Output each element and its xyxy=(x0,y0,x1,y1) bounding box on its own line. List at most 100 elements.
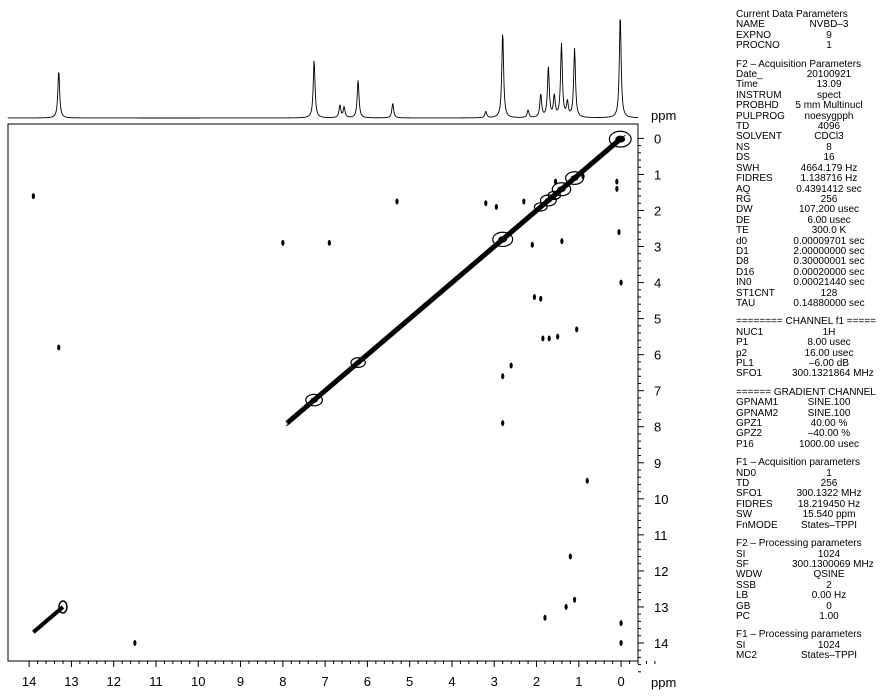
parameter-name: WDW xyxy=(736,569,763,581)
cross-peak xyxy=(564,603,568,610)
y-tick-label: 14 xyxy=(654,636,668,651)
parameter-row: D8 0.30000001 sec xyxy=(736,256,886,267)
parameter-row: SI 1024 xyxy=(736,639,886,651)
parameter-group: Current Data Parameters NAME NVBD–3 EXPNO 9 P… xyxy=(736,9,886,52)
parameter-value: 13.09 xyxy=(816,79,842,91)
parameter-value: States–TPPI xyxy=(800,650,858,662)
diagonal-peak-core xyxy=(355,360,362,365)
parameter-row: DE 6.00 usec xyxy=(736,215,886,226)
parameter-row: DS 16 xyxy=(736,152,886,164)
diagonal-peak-core xyxy=(538,204,544,209)
cross-peak xyxy=(31,193,35,200)
parameter-row: GB 0 xyxy=(736,601,886,612)
parameter-group-title: ====== GRADIENT CHANNEL xyxy=(736,386,876,398)
cross-peak xyxy=(57,344,61,351)
cross-peak xyxy=(509,362,513,369)
cross-peak xyxy=(395,198,399,205)
parameter-row: ND0 1 xyxy=(736,468,886,479)
parameter-value: SINE.100 xyxy=(807,397,851,409)
parameter-value: –40.00 % xyxy=(807,428,851,440)
parameter-row: P16 1000.00 usec xyxy=(736,438,886,450)
parameter-row: d0 0.00009701 sec xyxy=(736,236,886,247)
cross-peak xyxy=(619,279,623,286)
parameter-name: NUC1 xyxy=(736,326,764,338)
x-tick-label: 5 xyxy=(406,674,413,689)
parameter-value: 107.200 usec xyxy=(798,204,860,216)
parameter-value: 8 xyxy=(826,141,832,153)
parameter-value: QSINE xyxy=(813,569,845,581)
corner-peak xyxy=(58,600,68,614)
diagonal-peak-core xyxy=(615,135,626,143)
parameter-row: GPNAM1 SINE.100 xyxy=(736,397,886,409)
parameter-row: SOLVENT CDCl3 xyxy=(736,132,886,143)
parameter-value: 1.138716 Hz xyxy=(800,173,858,185)
x-tick-label: 3 xyxy=(491,674,498,689)
parameter-name: LB xyxy=(736,590,749,602)
f2-projection xyxy=(7,18,639,119)
parameter-row: FIDRES 18.219450 Hz xyxy=(736,498,886,510)
diagonal-peak-core xyxy=(544,197,552,203)
parameter-value: 5 mm Multinucl xyxy=(795,100,863,112)
parameter-value: 1000.00 usec xyxy=(798,438,860,450)
diagonal-peak-core xyxy=(557,186,566,193)
parameter-value: 1024 xyxy=(817,639,841,651)
parameter-name: FIDRES xyxy=(736,498,773,510)
parameter-value: 4096 xyxy=(817,121,841,133)
parameter-row: DW 107.200 usec xyxy=(736,204,886,216)
parameter-name: DS xyxy=(736,152,750,164)
parameter-value: 20100921 xyxy=(806,69,852,81)
y-tick-label: 13 xyxy=(654,600,668,615)
cross-peak xyxy=(617,229,621,236)
noesy-spectrum-plot: 14 13 12 11 10 9 8 7 6 5 4 3 2 1 0 0123456789101112131… xyxy=(7,18,676,690)
parameter-row: TE 300.0 K xyxy=(736,225,886,236)
parameter-name: Time xyxy=(736,79,758,91)
parameter-value: SINE.100 xyxy=(807,407,851,419)
parameter-value: 300.1321864 MHz xyxy=(792,368,874,380)
y-tick-label: 6 xyxy=(654,348,661,363)
diagonal-peak xyxy=(350,357,366,368)
parameter-list: Current Data Parameters NAME NVBD–3 EXPNO 9 P… xyxy=(736,9,886,670)
diagonal-peak-core xyxy=(570,175,579,181)
parameter-group: ======== CHANNEL f1 ===== NUC1 1H P1 8.00 us… xyxy=(736,316,886,380)
x-tick-label: 0 xyxy=(617,674,624,689)
parameter-name: SFO1 xyxy=(736,488,763,500)
parameter-name: SI xyxy=(736,548,746,560)
cross-peak xyxy=(530,241,534,248)
parameter-row: GPNAM2 SINE.100 xyxy=(736,407,886,419)
cross-peaks xyxy=(31,173,623,646)
parameter-row: P1 8.00 usec xyxy=(736,337,886,348)
parameter-value: –6.00 dB xyxy=(808,358,850,369)
diagonal-peak xyxy=(551,182,572,197)
parameter-name: TAU xyxy=(736,297,756,309)
parameter-value: 0.00020000 sec xyxy=(793,266,865,278)
cross-peak xyxy=(547,335,551,342)
parameter-name: TD xyxy=(736,478,750,490)
parameter-name: SSB xyxy=(736,579,757,591)
parameter-row: MC2 States–TPPI xyxy=(736,650,886,662)
x-tick-label: 7 xyxy=(321,674,328,689)
parameter-row: FIDRES 1.138716 Hz xyxy=(736,173,886,185)
x-tick-label: 12 xyxy=(106,674,120,689)
y-tick-label: 9 xyxy=(654,456,661,471)
parameter-value: 0.14880000 sec xyxy=(793,297,865,309)
cross-peak xyxy=(543,614,547,621)
parameter-value: spect xyxy=(817,89,841,101)
parameter-row: PROBHD 5 mm Multinucl xyxy=(736,100,886,112)
parameter-value: 256 xyxy=(820,193,838,205)
parameter-row: NAME NVBD–3 xyxy=(736,19,886,31)
cross-peak xyxy=(327,239,331,246)
parameter-row: TD 4096 xyxy=(736,121,886,133)
x-tick-label: 4 xyxy=(448,674,455,689)
x-axis: 14 13 12 11 10 9 8 7 6 5 4 3 2 1 0 xyxy=(22,661,656,689)
parameter-name: DW xyxy=(736,204,753,216)
parameter-value: NVBD–3 xyxy=(809,19,849,31)
parameter-name: p2 xyxy=(736,347,748,359)
parameter-group-title: F1 – Acquisition parameters xyxy=(736,457,860,469)
parameter-value: 300.1300069 MHz xyxy=(792,558,874,570)
parameter-row: SF 300.1300069 MHz xyxy=(736,558,886,570)
cross-peak xyxy=(560,238,564,245)
parameter-name: AQ xyxy=(736,183,751,195)
parameter-row: D1 2.00000000 sec xyxy=(736,246,886,257)
cross-peak xyxy=(522,198,526,205)
parameter-name: PROCNO xyxy=(736,40,780,52)
